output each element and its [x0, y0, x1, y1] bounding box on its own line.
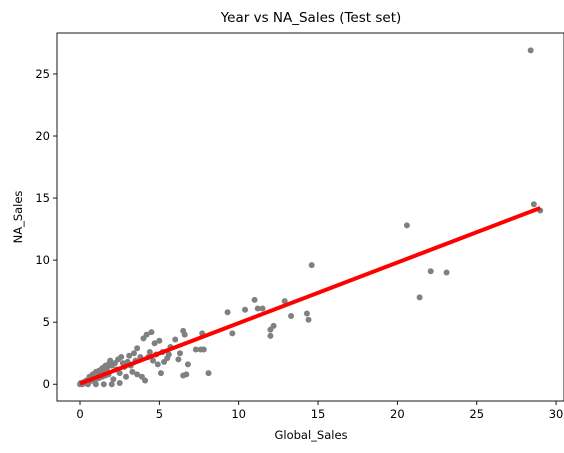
regression-line: [79, 206, 541, 386]
x-axis-label: Global_Sales: [274, 428, 347, 442]
x-tick-label: 0: [76, 407, 83, 421]
data-point: [140, 335, 147, 342]
data-point: [308, 262, 315, 269]
data-point: [157, 370, 164, 377]
data-point: [184, 361, 191, 368]
data-point: [138, 373, 145, 380]
x-tick-label: 5: [156, 407, 163, 421]
data-point: [175, 356, 182, 363]
data-point: [176, 350, 183, 357]
data-point: [150, 357, 156, 364]
data-point: [224, 309, 231, 316]
data-point: [92, 381, 99, 388]
data-point: [134, 371, 141, 378]
x-tick-label: 10: [231, 407, 246, 421]
y-tick-label: 0: [43, 377, 50, 391]
data-point: [267, 332, 274, 339]
y-tick-label: 5: [43, 315, 50, 329]
data-point: [254, 305, 261, 312]
data-point: [527, 47, 534, 54]
x-tick-label: 20: [390, 407, 405, 421]
data-point: [116, 380, 123, 386]
data-point: [105, 361, 112, 368]
data-point: [205, 370, 212, 377]
data-point: [443, 269, 450, 276]
data-point: [172, 336, 179, 343]
x-tick-label: 15: [311, 407, 326, 421]
x-tick-label: 25: [469, 407, 484, 421]
data-point: [251, 296, 258, 303]
data-point: [100, 381, 107, 388]
scatter-points: [77, 47, 544, 388]
data-point: [303, 310, 310, 317]
data-point: [242, 306, 249, 313]
data-point: [197, 346, 204, 353]
data-point: [129, 368, 136, 375]
x-tick-label: 30: [549, 407, 564, 421]
data-point: [148, 329, 155, 336]
data-point: [288, 312, 295, 319]
data-point: [123, 373, 130, 380]
data-point: [416, 294, 423, 301]
data-point: [530, 201, 537, 208]
data-point: [156, 337, 163, 344]
data-point: [192, 346, 199, 353]
data-point: [110, 376, 117, 383]
data-point: [259, 305, 266, 312]
data-point: [151, 340, 158, 347]
y-axis-ticks: 0 5 10 15 20 25: [35, 67, 57, 391]
fit-line: [79, 206, 541, 386]
data-point: [161, 358, 168, 365]
data-point: [180, 372, 187, 379]
plot-frame: [56, 32, 564, 402]
data-point: [154, 361, 161, 368]
data-point: [270, 322, 277, 329]
y-tick-label: 25: [35, 67, 50, 81]
data-point: [427, 268, 434, 275]
data-point: [229, 330, 236, 337]
y-tick-label: 15: [35, 191, 50, 205]
y-tick-label: 20: [35, 129, 50, 143]
data-point: [126, 352, 133, 359]
data-point: [180, 327, 187, 334]
data-point: [305, 316, 312, 323]
data-point: [146, 348, 153, 355]
y-axis-label: NA_Sales: [11, 191, 25, 244]
chart-title: Year vs NA_Sales (Test set): [220, 10, 402, 26]
data-point: [281, 298, 288, 305]
data-point: [130, 350, 137, 357]
x-axis-ticks: 0 5 10 15 20 25 30: [76, 401, 563, 421]
data-point: [134, 345, 141, 352]
plot-area: [56, 32, 564, 402]
data-point: [403, 222, 410, 229]
y-tick-label: 10: [35, 253, 50, 267]
data-point: [108, 381, 115, 388]
